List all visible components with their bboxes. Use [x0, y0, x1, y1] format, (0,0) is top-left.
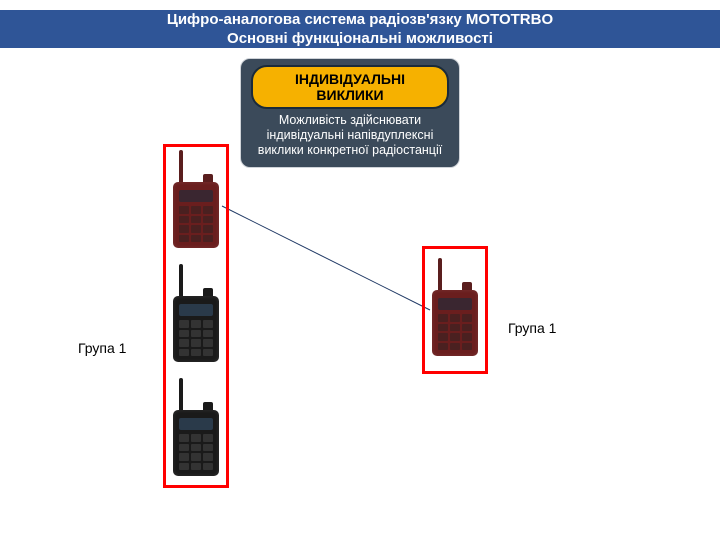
title-line-2: Основні функціональні можливості — [0, 29, 720, 48]
group-label-left: Група 1 — [78, 340, 126, 356]
connection-segment — [222, 206, 430, 310]
callout-pill: ІНДИВІДУАЛЬНІ ВИКЛИКИ — [251, 65, 449, 109]
callout-box: ІНДИВІДУАЛЬНІ ВИКЛИКИ Можливість здійсню… — [240, 58, 460, 168]
radio-icon — [171, 264, 221, 364]
radio-icon — [171, 150, 221, 250]
group-label-right: Група 1 — [508, 320, 556, 336]
radio-icon — [430, 258, 480, 358]
title-line-1: Цифро-аналогова система радіозв'язку MOT… — [0, 10, 720, 29]
pill-line-2: ВИКЛИКИ — [316, 87, 383, 103]
callout-body-text: Можливість здійснювати індивідуальні нап… — [251, 113, 449, 158]
title-block: Цифро-аналогова система радіозв'язку MOT… — [0, 10, 720, 48]
radio-icon — [171, 378, 221, 478]
pill-line-1: ІНДИВІДУАЛЬНІ — [295, 71, 405, 87]
